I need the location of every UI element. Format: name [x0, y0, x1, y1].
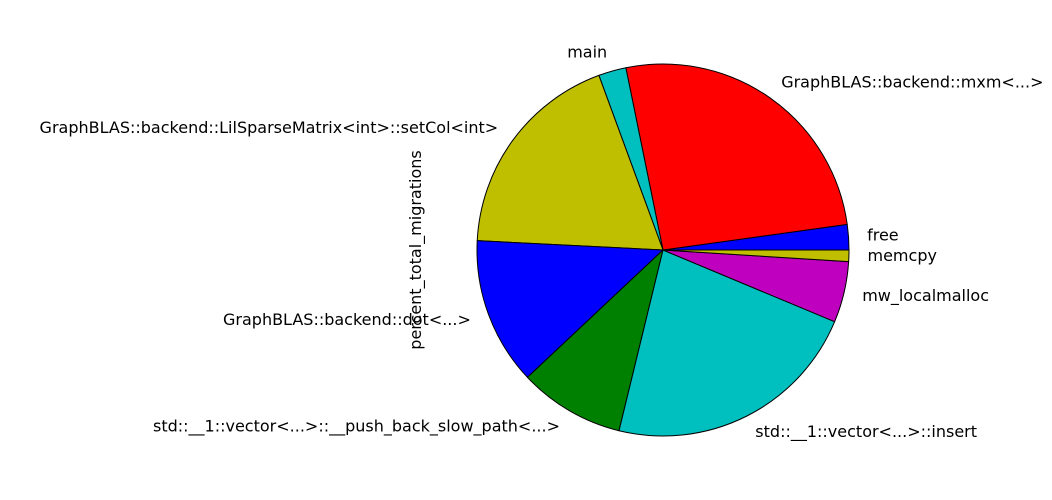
pie-slice-graphblas-backend-lilsparsematrix-int-setcol-int	[476, 74, 664, 251]
pie-label-graphblas-backend-mxm: GraphBLAS::backend::mxm<...>	[781, 73, 1043, 92]
pie-slice-graphblas-backend-mxm	[625, 63, 848, 251]
pie-label-free: free	[867, 225, 899, 244]
pie-label-std-1-vector-push-back-slow-path: std::__1::vector<...>::__push_back_slow_…	[153, 416, 560, 436]
pie-slice-graphblas-backend-dot	[476, 240, 664, 378]
pie-label-graphblas-backend-dot: GraphBLAS::backend::dot<...>	[223, 310, 471, 329]
pie-slice-memcpy	[662, 249, 850, 263]
pie-label-mw-localmalloc: mw_localmalloc	[862, 286, 989, 306]
pie-labels: free GraphBLAS::backend::mxm<...> mainGrap…	[40, 43, 1044, 442]
pie-label-main: main	[567, 43, 607, 62]
pie-slice-std-1-vector-insert	[618, 249, 836, 437]
pie-label-memcpy: memcpy	[868, 246, 937, 265]
pie-slices	[476, 63, 850, 437]
y-axis-label: percent_total_migrations	[406, 150, 426, 349]
pie-label-graphblas-backend-lilsparsematrix-int-setcol-int: GraphBLAS::backend::LilSparseMatrix<int>…	[40, 118, 499, 137]
pie-slice-std-1-vector-push-back-slow-path	[526, 249, 664, 432]
pie-label-std-1-vector-insert: std::__1::vector<...>::insert	[755, 422, 977, 442]
